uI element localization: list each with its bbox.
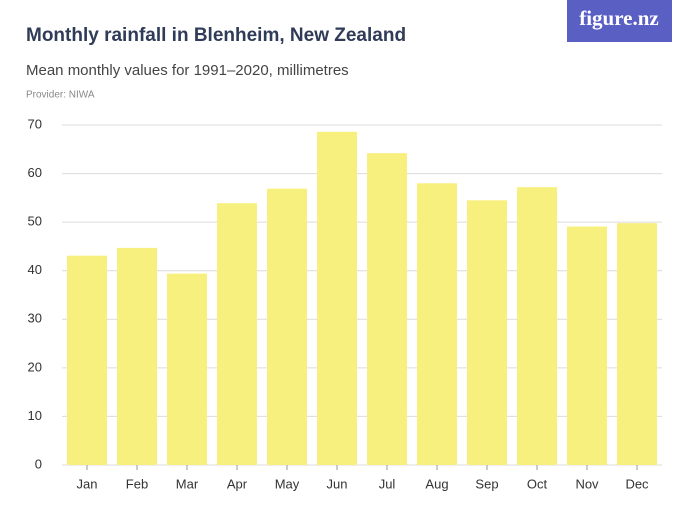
bar <box>267 188 307 465</box>
bar <box>617 223 657 465</box>
y-tick-label: 0 <box>35 456 42 471</box>
y-tick-label: 70 <box>28 116 42 131</box>
y-tick-label: 40 <box>28 262 42 277</box>
bar <box>317 131 357 466</box>
chart-subtitle: Mean monthly values for 1991–2020, milli… <box>26 62 349 79</box>
bar <box>167 273 207 465</box>
chart-title: Monthly rainfall in Blenheim, New Zealan… <box>26 25 406 46</box>
provider: Provider: NIWA <box>26 90 95 101</box>
y-tick-label: 10 <box>28 408 42 423</box>
bar <box>467 200 507 466</box>
bar <box>217 203 257 465</box>
logo-box <box>567 0 672 42</box>
x-tick-label: Apr <box>227 476 248 491</box>
bar <box>117 247 157 465</box>
x-tick-label: Aug <box>425 476 448 491</box>
bar <box>67 255 107 465</box>
x-tick-label: Oct <box>527 476 548 491</box>
bar <box>517 187 557 465</box>
logo: figure.nz <box>579 6 659 30</box>
x-tick-label: Feb <box>126 476 148 491</box>
x-tick-label: Jan <box>77 476 98 491</box>
y-tick-label: 60 <box>28 165 42 180</box>
y-tick-label: 50 <box>28 214 42 229</box>
x-tick-label: Mar <box>176 476 199 491</box>
y-tick-label: 30 <box>28 311 42 326</box>
x-tick-label: Nov <box>575 476 599 491</box>
x-tick-label: Sep <box>475 476 498 491</box>
bar <box>367 153 407 465</box>
x-tick-label: Jun <box>327 476 348 491</box>
x-tick-label: Dec <box>625 476 649 491</box>
y-tick-label: 20 <box>28 359 42 374</box>
bar <box>567 226 607 465</box>
bar <box>417 183 457 466</box>
x-tick-label: Jul <box>379 476 396 491</box>
x-tick-label: May <box>275 476 300 491</box>
